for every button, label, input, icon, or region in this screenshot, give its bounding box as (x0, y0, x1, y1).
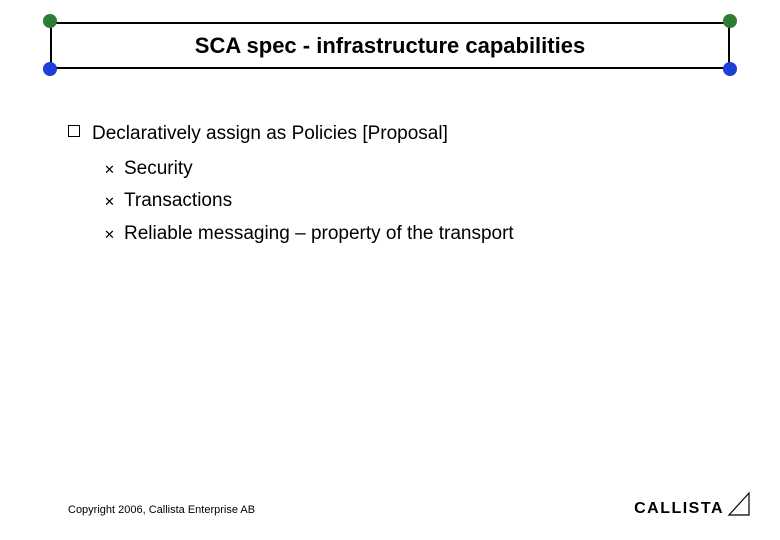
title-box: SCA spec - infrastructure capabilities (50, 22, 730, 69)
bullet-item: Declaratively assign as Policies [Propos… (68, 120, 708, 149)
sub-list: ✕ Security ✕ Transactions ✕ Reliable mes… (104, 155, 708, 249)
sub-text: Transactions (124, 187, 232, 216)
dot-top-left-icon (43, 14, 57, 28)
dot-top-right-icon (723, 14, 737, 28)
bullet-text: Declaratively assign as Policies [Propos… (92, 120, 448, 149)
content-area: Declaratively assign as Policies [Propos… (68, 120, 708, 252)
sub-bullet-icon: ✕ (104, 194, 114, 210)
sub-text: Reliable messaging – property of the tra… (124, 220, 514, 249)
dot-bottom-right-icon (723, 62, 737, 76)
title-container: SCA spec - infrastructure capabilities (50, 14, 730, 69)
callista-logo: CALLISTA (634, 491, 755, 518)
sub-item: ✕ Transactions (104, 187, 708, 216)
dot-bottom-left-icon (43, 62, 57, 76)
sub-text: Security (124, 155, 193, 184)
slide-title: SCA spec - infrastructure capabilities (195, 33, 585, 59)
square-bullet-icon (68, 125, 80, 137)
logo-triangle-icon (727, 491, 755, 517)
sub-bullet-icon: ✕ (104, 227, 114, 243)
copyright-footer: Copyright 2006, Callista Enterprise AB (68, 504, 255, 516)
sub-item: ✕ Reliable messaging – property of the t… (104, 220, 708, 249)
logo-text: CALLISTA (634, 500, 724, 518)
sub-bullet-icon: ✕ (104, 162, 114, 178)
sub-item: ✕ Security (104, 155, 708, 184)
